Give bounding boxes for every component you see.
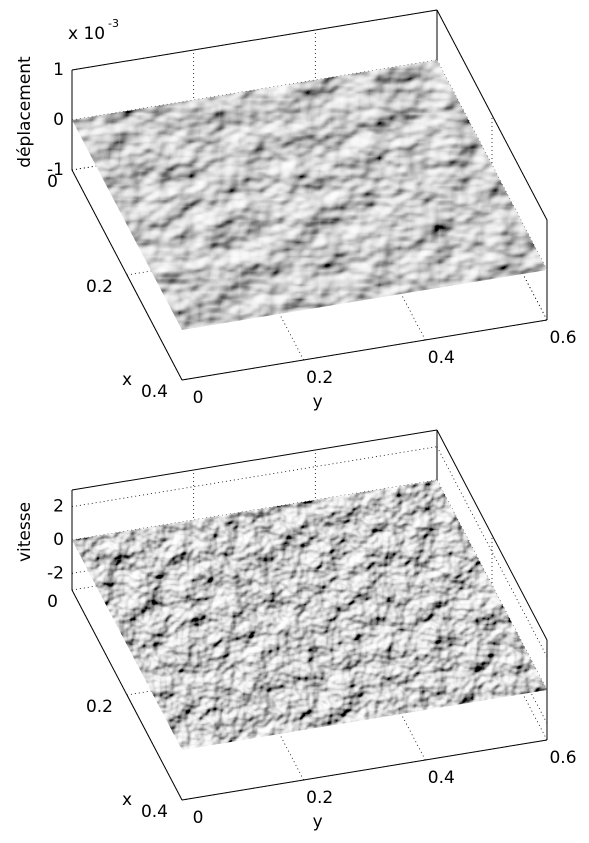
surface (72, 480, 547, 750)
x-tick-label: 0 (47, 172, 58, 192)
z-tick-label: 2 (53, 497, 64, 517)
z-axis-label: déplacement (15, 56, 35, 168)
x-axis-label: x (122, 790, 132, 810)
y-tick-label: 0.2 (306, 788, 333, 808)
z-scale-exponent: -3 (108, 17, 119, 30)
y-tick-label: 0.2 (306, 368, 333, 388)
box-edge (436, 429, 548, 641)
y-axis-label: y (313, 812, 323, 832)
z-axis-label: vitesse (15, 502, 35, 562)
x-tick-label: 0.4 (141, 802, 168, 822)
z-tick-label: 0 (53, 530, 64, 550)
y-tick-label: 0 (193, 808, 204, 828)
y-tick-label: 0 (193, 388, 204, 408)
z-tick-label: -2 (47, 563, 64, 583)
x-tick-label: 0 (47, 592, 58, 612)
x-axis-label: x (122, 370, 132, 390)
z-tick-label: -1 (47, 160, 64, 180)
box-edge (71, 429, 438, 491)
y-tick-label: 0.4 (428, 768, 455, 788)
x-tick-label: 0.4 (141, 382, 168, 402)
z-tick-label: 1 (53, 60, 64, 80)
z-scale-base: x 10 (68, 24, 105, 44)
x-tick-label: 0.2 (86, 277, 113, 297)
y-tick-label: 0.6 (549, 748, 576, 768)
z-tick-label: 0 (53, 110, 64, 130)
surface-plot: -2 0 2 0 0.2 0.4 0 0.2 0.4 0.6 x y vitesse (15, 429, 577, 832)
x-tick-label: 0.2 (86, 697, 113, 717)
grid-line (71, 9, 438, 71)
grid-line (181, 739, 548, 801)
y-tick-label: 0.4 (428, 348, 455, 368)
grid-line (71, 446, 438, 508)
y-tick-label: 0.6 (549, 328, 576, 348)
box-edge (436, 9, 548, 221)
surface (72, 60, 547, 330)
grid-line (181, 319, 548, 381)
y-axis-label: y (313, 392, 323, 412)
